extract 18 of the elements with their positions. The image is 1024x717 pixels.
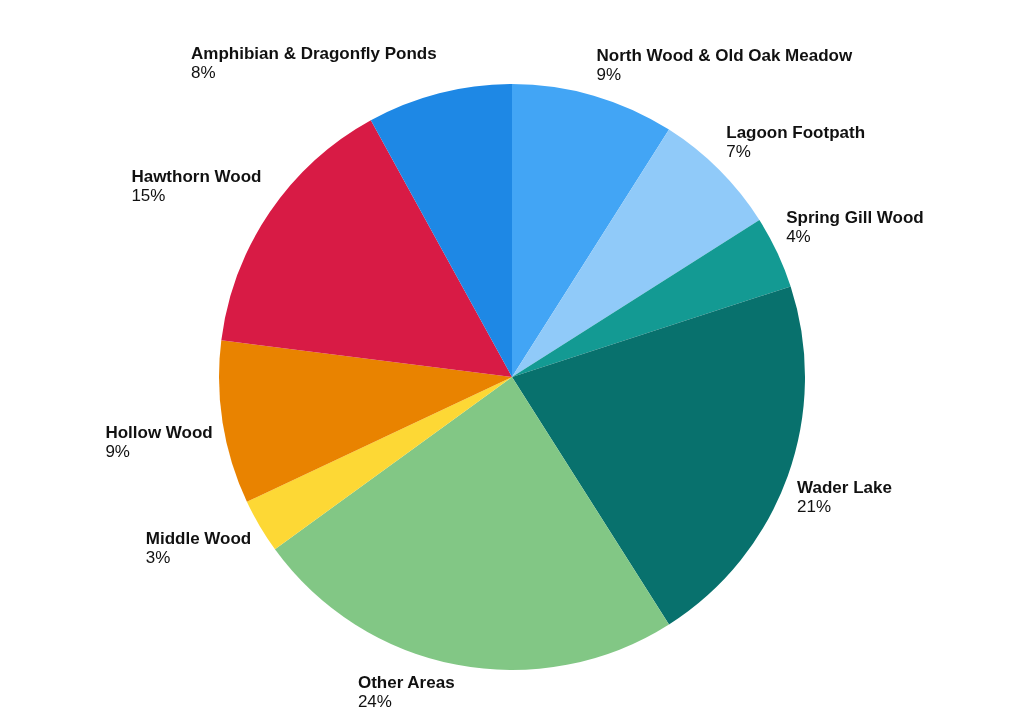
slice-label: Other Areas — [357, 672, 455, 692]
data-label: 9% — [596, 65, 622, 85]
slice-label: Hollow Wood — [105, 422, 213, 442]
data-label: 24% — [357, 691, 392, 711]
data-label: 9% — [105, 441, 130, 461]
slice-label: Middle Wood — [145, 529, 252, 549]
data-label: 21% — [797, 496, 832, 516]
slice-label: Lagoon Footpath — [726, 122, 866, 142]
data-label: 3% — [145, 548, 171, 568]
data-label: 8% — [191, 62, 216, 82]
slice-label: Spring Gill Wood — [786, 208, 924, 228]
slice-label: North Wood & Old Oak Meadow — [596, 46, 853, 66]
data-label: 15% — [131, 185, 166, 205]
slice-label: Amphibian & Dragonfly Ponds — [191, 43, 437, 63]
slice-label: Wader Lake — [797, 477, 892, 497]
slice-label: Hawthorn Wood — [131, 166, 262, 186]
data-label: 7% — [726, 141, 751, 161]
data-label: 4% — [786, 227, 811, 247]
